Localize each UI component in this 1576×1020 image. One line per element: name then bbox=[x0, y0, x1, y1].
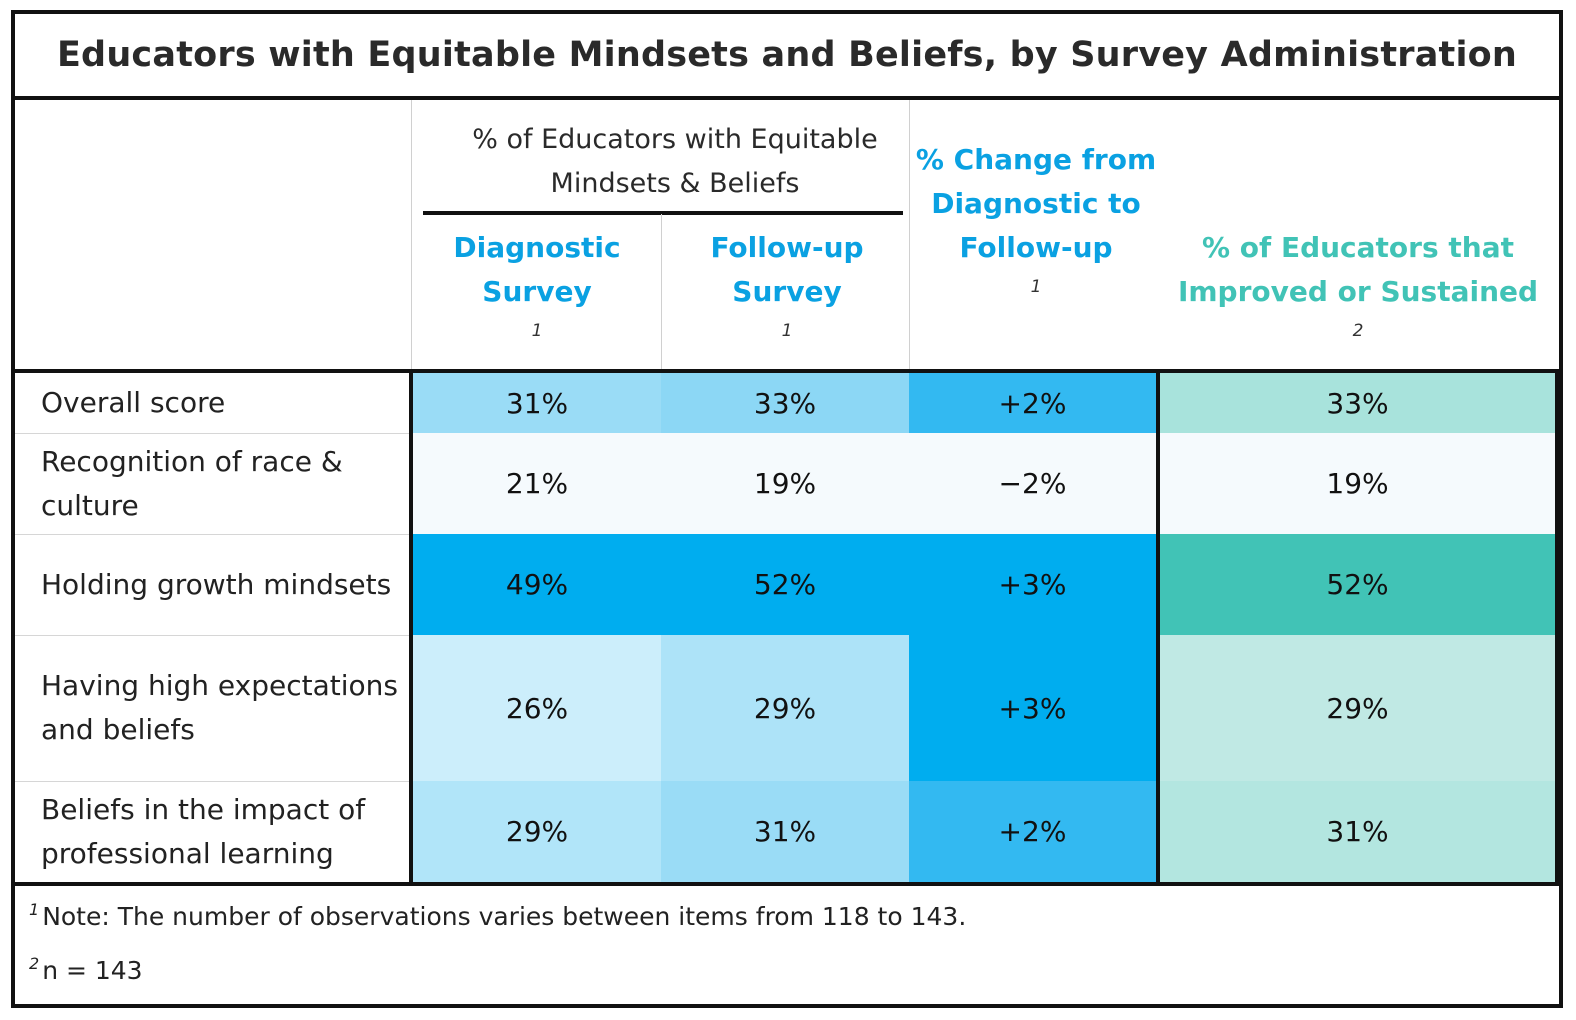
table-cell: 26% bbox=[413, 635, 661, 781]
row-label: Overall score bbox=[41, 386, 226, 419]
footer-rule bbox=[15, 882, 1559, 886]
table-cell: 52% bbox=[1160, 534, 1555, 635]
row-label: Having high expectations and beliefs bbox=[41, 669, 398, 746]
table-cell: 33% bbox=[661, 373, 909, 433]
group-header-label: % of Educators with Equitable Mindsets &… bbox=[472, 124, 878, 199]
row-label: Beliefs in the impact of professional le… bbox=[41, 792, 366, 870]
header-divider bbox=[411, 100, 412, 370]
table-cell: 29% bbox=[1160, 635, 1555, 781]
table-cell: 21% bbox=[413, 433, 661, 534]
col-header-footnote: 2 bbox=[1352, 321, 1364, 341]
footnote-mark: 1 bbox=[29, 900, 40, 919]
table-cell: 29% bbox=[661, 635, 909, 781]
table-cell: 33% bbox=[1160, 373, 1555, 433]
header-divider bbox=[909, 100, 910, 370]
row-label: Holding growth mindsets bbox=[41, 567, 392, 601]
row-label: Recognition of race & culture bbox=[41, 444, 343, 522]
group-header-rule bbox=[423, 211, 903, 215]
table-cell: +2% bbox=[909, 373, 1156, 433]
footnote-text: Note: The number of observations varies … bbox=[42, 902, 967, 931]
header-bottom-rule bbox=[15, 369, 411, 373]
footnote-mark: 2 bbox=[29, 954, 40, 973]
table-frame: Educators with Equitable Mindsets and Be… bbox=[11, 10, 1563, 1008]
col-header-diagnostic: Diagnostic Survey 1 bbox=[411, 226, 663, 344]
col-header-followup: Follow-up Survey 1 bbox=[663, 226, 911, 344]
col-header-title: Diagnostic Survey bbox=[453, 231, 621, 308]
col-header-improved: % of Educators that Improved or Sustaine… bbox=[1161, 226, 1555, 344]
table-cell: 29% bbox=[413, 781, 661, 882]
table-cell: +3% bbox=[909, 635, 1156, 781]
table-cell: −2% bbox=[909, 433, 1156, 534]
table-cell: +2% bbox=[909, 781, 1156, 882]
table-cell: +3% bbox=[909, 534, 1156, 635]
col-header-change: % Change from Diagnostic to Follow-up 1 bbox=[911, 138, 1161, 300]
table-title: Educators with Equitable Mindsets and Be… bbox=[15, 14, 1559, 100]
footnote-1: 1 Note: The number of observations varies… bbox=[29, 900, 967, 931]
table-cell: 31% bbox=[413, 373, 661, 433]
col-header-title: % Change from Diagnostic to Follow-up bbox=[915, 143, 1157, 264]
table-cell: 49% bbox=[413, 534, 661, 635]
col-header-title: Follow-up Survey bbox=[710, 231, 864, 308]
col-header-title: % of Educators that Improved or Sustaine… bbox=[1177, 231, 1539, 308]
table-cell: 52% bbox=[661, 534, 909, 635]
col-header-footnote: 1 bbox=[531, 321, 543, 341]
header-divider bbox=[661, 214, 662, 370]
footnote-text: n = 143 bbox=[42, 956, 143, 985]
teal-column-divider bbox=[1156, 369, 1160, 884]
table-cell: 31% bbox=[1160, 781, 1555, 882]
col-header-footnote: 1 bbox=[781, 321, 793, 341]
table-cell: 19% bbox=[661, 433, 909, 534]
table-cell: 19% bbox=[1160, 433, 1555, 534]
col-header-footnote: 1 bbox=[1030, 277, 1042, 297]
table-cell: 31% bbox=[661, 781, 909, 882]
